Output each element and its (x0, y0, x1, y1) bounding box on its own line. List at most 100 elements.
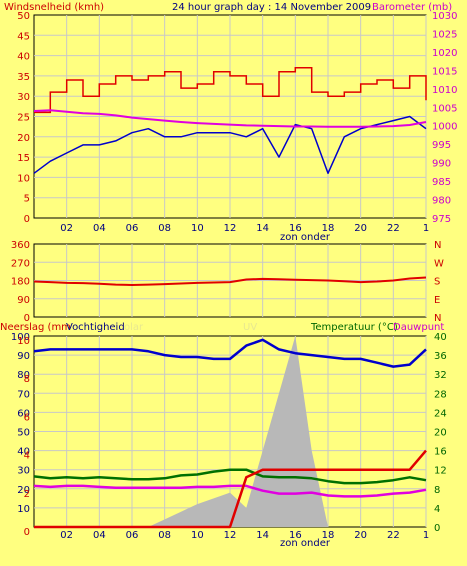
x-tick-label: 02 (60, 223, 73, 234)
wind-tick-label: 15 (17, 153, 30, 164)
rain-tick-label: 4 (24, 451, 30, 462)
humidity-tick-label: 50 (17, 428, 30, 439)
page-title: 24 hour graph day : 14 November 2009 (172, 2, 371, 13)
x-tick-label: 1 (423, 530, 429, 541)
barometer-tick-label: 1025 (432, 29, 457, 40)
x-tick-label: 10 (191, 223, 204, 234)
direction-tick-label: 90 (17, 295, 30, 306)
vochtigheid-label: Vochtigheid (66, 322, 125, 333)
temperature-tick-label: 8 (434, 485, 440, 496)
rain-tick-label: 0 (24, 527, 30, 538)
rain-tick-label: 8 (24, 374, 30, 385)
humidity-rain-axis: 10 20 30 40 50 60 70 80 90 100 0 2 4 6 8 10 (11, 332, 30, 538)
direction-degree-axis: 0 90 180 270 360 (11, 240, 30, 324)
wind-tick-label: 0 (24, 214, 30, 225)
humidity-tick-label: 100 (11, 332, 30, 343)
x-tick-label: 18 (322, 530, 335, 541)
x-tick-label: 16 (289, 530, 302, 541)
direction-tick-label: 180 (11, 277, 30, 288)
barometer-axis: 975 980 985 990 995 1000 1005 1010 1015 1020 1025 1… (432, 11, 457, 225)
x-tick-label: 06 (126, 530, 139, 541)
x-tick-label: 22 (387, 223, 400, 234)
barometer-tick-label: 990 (432, 159, 451, 170)
humidity-tick-label: 80 (17, 370, 30, 381)
neerslag-label: Neerslag (mm (0, 322, 71, 333)
wind-peak-line (34, 67, 427, 114)
x-tick-label: 12 (224, 530, 237, 541)
temperature-tick-label: 20 (434, 428, 447, 439)
wind-time-axis: 02 04 06 08 10 12 14 16 18 20 22 1 (60, 223, 429, 234)
compass-tick-label: N (434, 240, 441, 251)
humidity-tick-label: 90 (17, 351, 30, 362)
wind-tick-label: 20 (17, 133, 30, 144)
humidity-tick-label: 60 (17, 408, 30, 419)
wind-barometer-series (33, 67, 427, 175)
barometer-tick-label: 980 (432, 196, 451, 207)
x-tick-label: 14 (256, 223, 269, 234)
barometer-tick-label: 1005 (432, 103, 457, 114)
dewpoint-line (33, 484, 427, 498)
temperature-line (33, 468, 427, 485)
precip-grid (34, 336, 427, 527)
x-tick-label: 20 (354, 223, 367, 234)
temperature-tick-label: 36 (434, 351, 447, 362)
wind-tick-label: 45 (17, 31, 30, 42)
humidity-line (33, 338, 427, 368)
temperature-tick-label: 0 (434, 523, 440, 534)
humidity-tick-label: 70 (17, 389, 30, 400)
sunset-label-bottom: zon onder (280, 538, 331, 549)
direction-line (33, 276, 427, 286)
barometer-axis-title: Barometer (mb) (372, 2, 452, 13)
wind-tick-label: 35 (17, 72, 30, 83)
humidity-tick-label: 40 (17, 447, 30, 458)
x-tick-label: 22 (387, 530, 400, 541)
compass-tick-label: E (434, 295, 440, 306)
precip-series (33, 338, 427, 529)
rain-tick-label: 2 (24, 489, 30, 500)
x-tick-label: 14 (256, 530, 269, 541)
sunset-label: zon onder (280, 232, 331, 243)
rain-tick-label: 10 (17, 336, 30, 347)
compass-tick-label: S (434, 277, 440, 288)
x-tick-label: 20 (354, 530, 367, 541)
precip-time-axis: 02 04 06 08 10 12 14 16 18 20 22 1 (60, 530, 429, 541)
dauwpunt-label: Dauwpunt (393, 322, 444, 333)
precip-humidity-panel: Neerslag (mm Vochtigheid olar UV Tempera… (0, 322, 447, 549)
wind-speed-axis: 0 5 10 15 20 25 30 35 40 45 50 (17, 11, 30, 225)
direction-tick-label: 270 (11, 258, 30, 269)
x-tick-label: 18 (322, 223, 335, 234)
temperature-tick-label: 4 (434, 504, 440, 515)
compass-tick-label: W (434, 258, 444, 269)
barometer-tick-label: 1000 (432, 122, 457, 133)
wind-tick-label: 5 (24, 194, 30, 205)
barometer-tick-label: 995 (432, 140, 451, 151)
wind-tick-label: 40 (17, 52, 30, 63)
barometer-tick-label: 1020 (432, 48, 457, 59)
rain-tick-label: 6 (24, 412, 30, 423)
rain-line (34, 449, 427, 529)
barometer-tick-label: 975 (432, 214, 451, 225)
temperature-tick-label: 12 (434, 466, 447, 477)
wind-tick-label: 50 (17, 11, 30, 22)
x-tick-label: 16 (289, 223, 302, 234)
x-tick-label: 06 (126, 223, 139, 234)
wind-average-line (33, 115, 427, 175)
x-tick-label: 08 (158, 530, 171, 541)
wind-tick-label: 10 (17, 173, 30, 184)
compass-tick-label: N (434, 313, 441, 324)
direction-tick-label: 360 (11, 240, 30, 251)
barometer-tick-label: 1015 (432, 66, 457, 77)
wind-tick-label: 25 (17, 113, 30, 124)
temperature-tick-label: 24 (434, 408, 447, 419)
wind-axis-title: Windsnelheid (kmh) (4, 2, 104, 13)
temperature-tick-label: 16 (434, 447, 447, 458)
x-tick-label: 10 (191, 530, 204, 541)
temperature-tick-label: 40 (434, 332, 447, 343)
humidity-tick-label: 20 (17, 485, 30, 496)
direction-tick-label: 0 (24, 313, 30, 324)
uv-label: UV (243, 322, 257, 333)
